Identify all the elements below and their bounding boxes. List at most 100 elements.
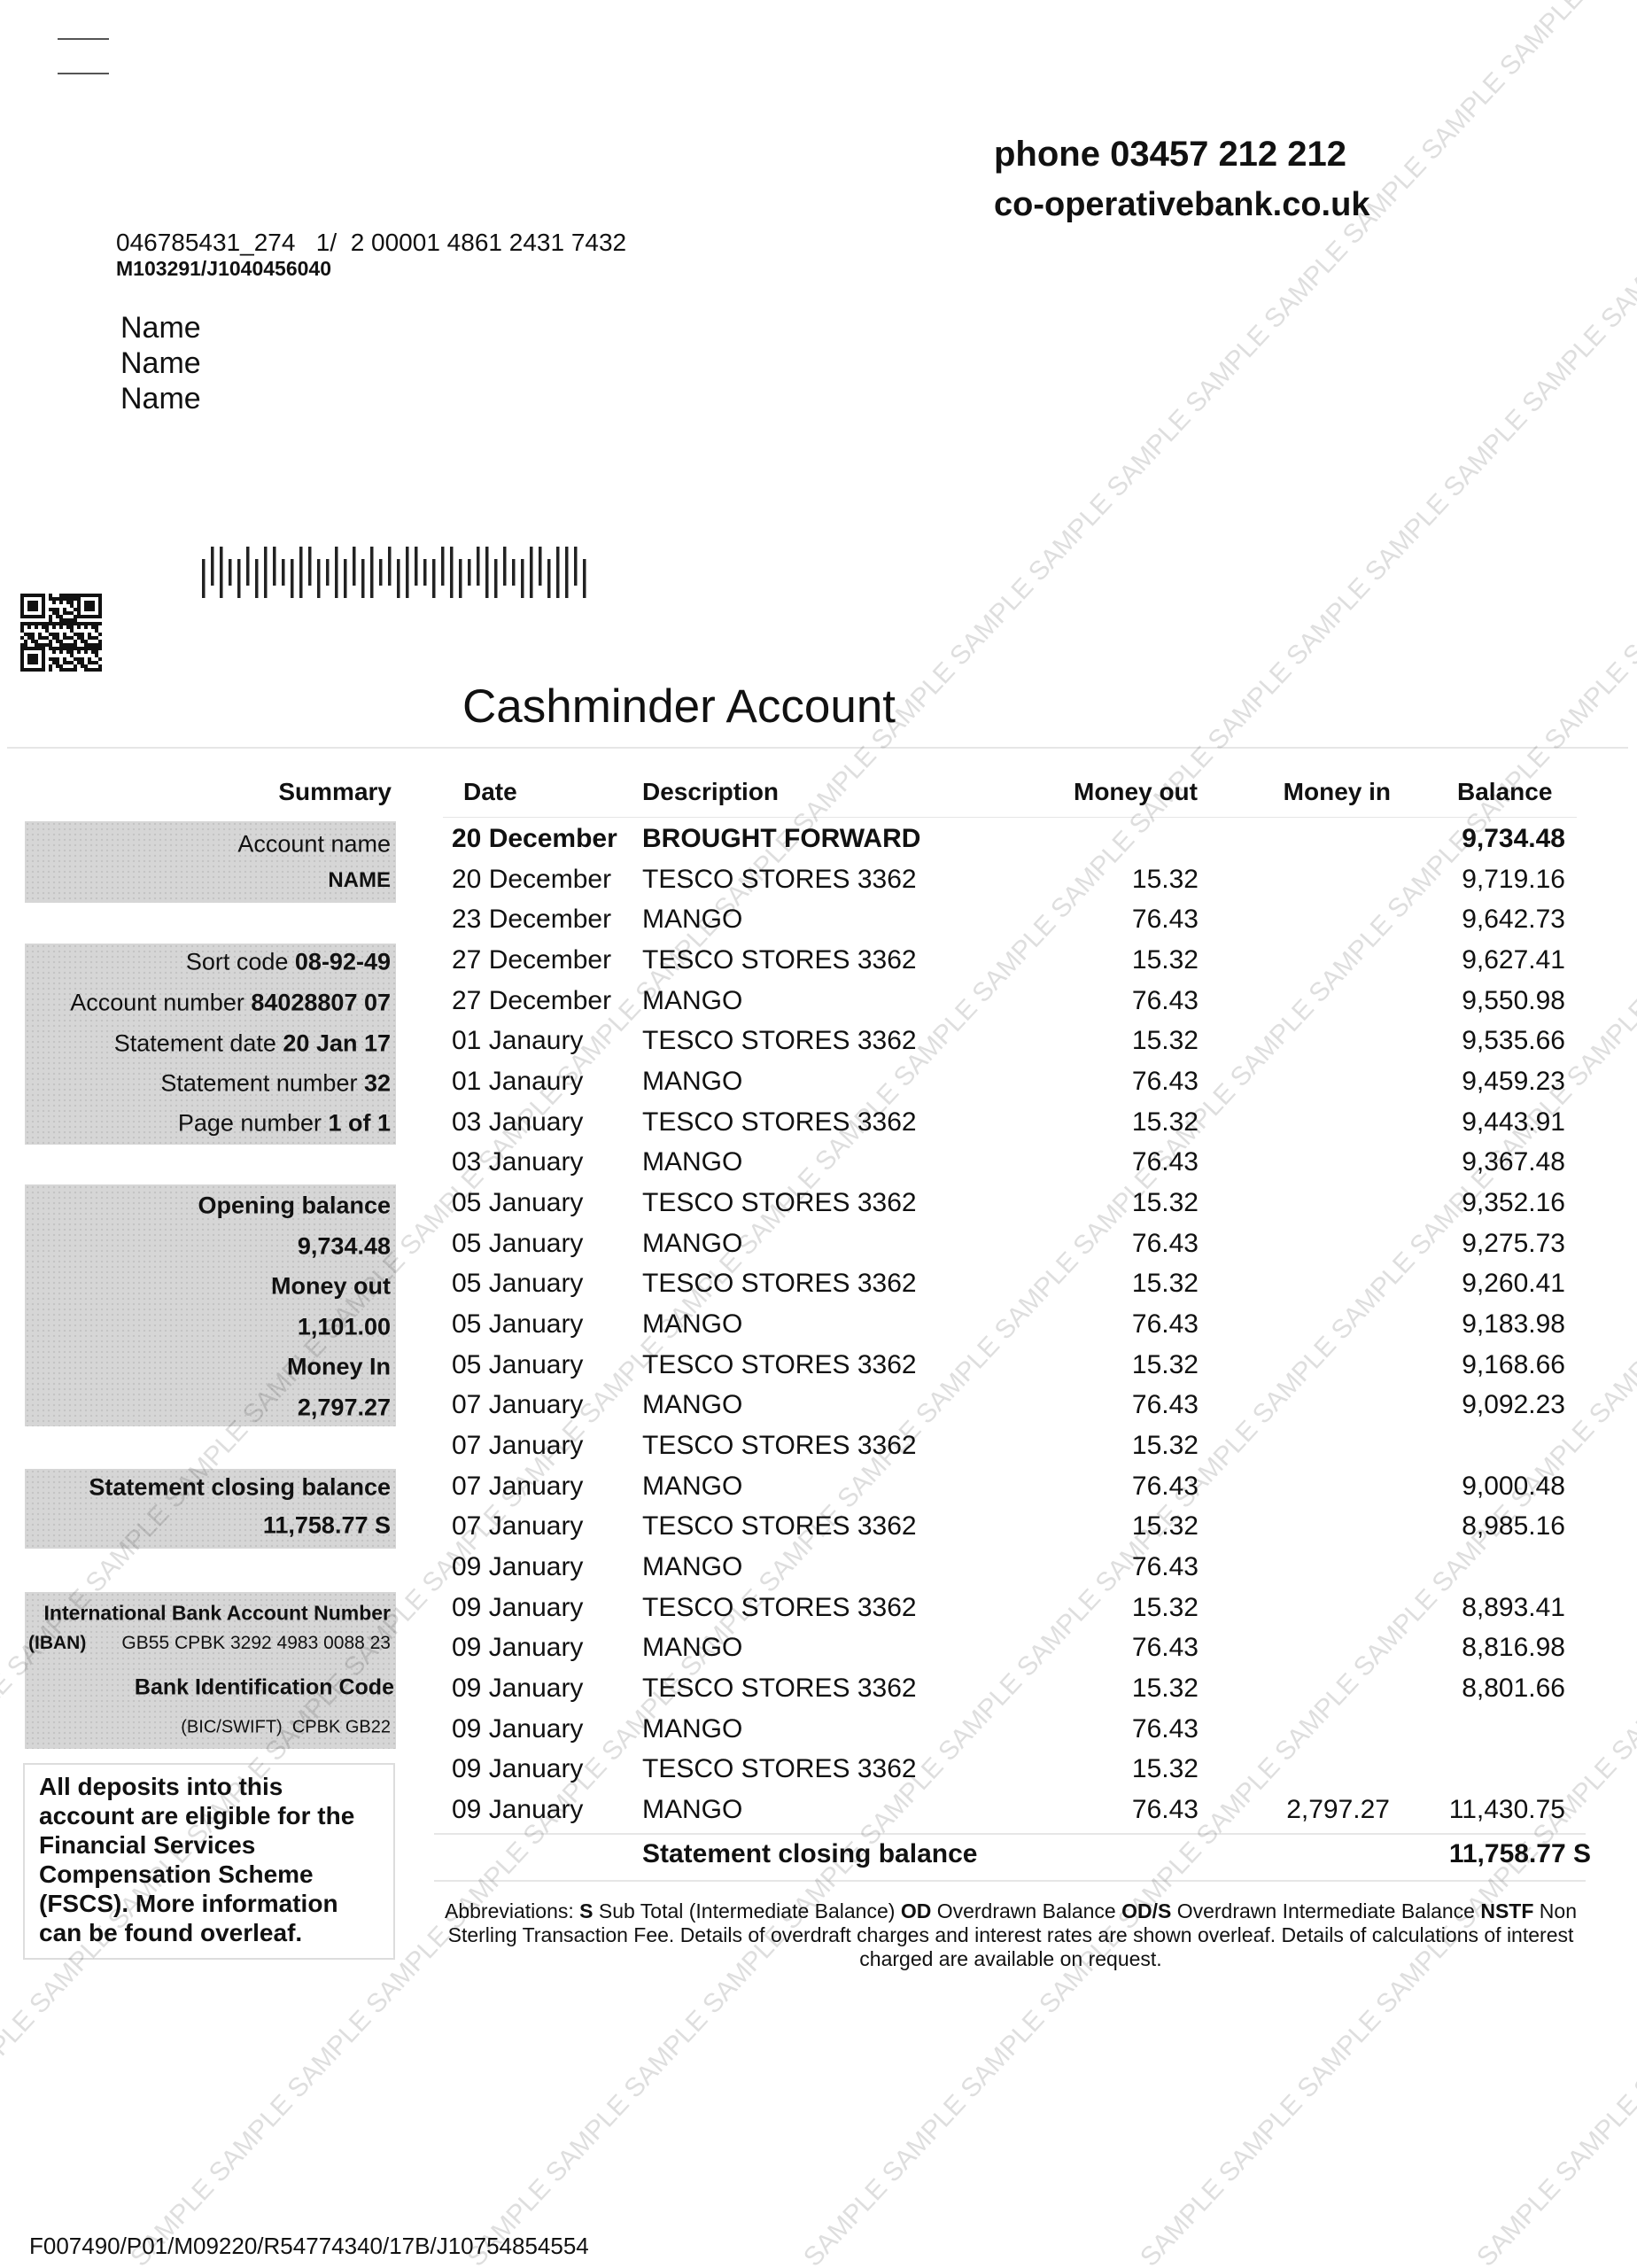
title-divider: [7, 747, 1628, 749]
transaction-money-out: 15.32: [1131, 1430, 1199, 1460]
qr-module: [42, 622, 45, 625]
transaction-balance: 8,893.41: [1462, 1592, 1565, 1622]
barcode-bar: [512, 559, 516, 586]
transaction-row: 09 January MANGO 76.43: [0, 1552, 1637, 1584]
qr-module: [49, 608, 52, 611]
transaction-description: TESCO STORES 3362: [642, 864, 917, 894]
closing-balance-row-value: 11,758.77 S: [1448, 1839, 1591, 1868]
qr-module: [95, 622, 98, 625]
closing-balance: 11,758.77 S: [262, 1511, 391, 1539]
transaction-balance: 9,535.66: [1462, 1026, 1565, 1056]
qr-module: [77, 622, 81, 625]
qr-module: [66, 601, 70, 604]
transaction-balance: 9,260.41: [1462, 1269, 1565, 1299]
qr-module: [70, 594, 74, 597]
barcode-bar: [477, 547, 480, 586]
transaction-date: 05 January: [452, 1228, 584, 1258]
barcode-bar: [344, 559, 347, 598]
qr-module: [91, 650, 95, 654]
barcode-bar: [521, 559, 524, 598]
qr-module: [52, 647, 56, 650]
qr-module: [52, 622, 56, 625]
summary-heading: Summary: [278, 778, 392, 805]
barcode-bar: [229, 559, 232, 586]
transaction-description: TESCO STORES 3362: [642, 1673, 917, 1703]
bank-website[interactable]: co-operativebank.co.uk: [994, 186, 1370, 223]
transaction-row: 09 January TESCO STORES 3362 15.32 8,801.66: [0, 1674, 1637, 1705]
transaction-date: 03 January: [452, 1107, 584, 1137]
transaction-date: 27 December: [452, 985, 612, 1015]
qr-module: [45, 636, 49, 640]
qr-module: [95, 661, 98, 664]
transaction-row: 03 January MANGO 76.43 9,367.48: [0, 1147, 1637, 1179]
qr-module: [52, 661, 56, 664]
transaction-money-out: 15.32: [1131, 944, 1199, 975]
qr-module: [56, 633, 59, 636]
address-line: Name: [120, 382, 201, 416]
qr-module: [59, 601, 63, 604]
qr-module: [27, 601, 38, 611]
account-name-label: Account name: [237, 830, 391, 858]
qr-module: [98, 647, 102, 650]
qr-module: [59, 664, 63, 668]
qr-module: [35, 622, 38, 625]
qr-module: [66, 650, 70, 654]
barcode-bar: [459, 559, 462, 598]
money-out-label: Money out: [271, 1272, 391, 1300]
transaction-description: MANGO: [642, 1066, 743, 1096]
qr-module: [91, 668, 95, 672]
transaction-description: TESCO STORES 3362: [642, 1754, 917, 1784]
qr-module: [88, 661, 91, 664]
transaction-description: MANGO: [642, 1471, 743, 1501]
qr-module: [98, 643, 102, 647]
header-divider: [443, 817, 1577, 818]
qr-module: [20, 622, 24, 625]
transaction-balance: 9,000.48: [1462, 1471, 1565, 1501]
qr-module: [84, 664, 88, 668]
qr-module: [95, 668, 98, 672]
transaction-date: 05 January: [452, 1269, 584, 1299]
transaction-row: 27 December TESCO STORES 3362 15.32 9,627.4…: [0, 945, 1637, 977]
qr-module: [59, 643, 63, 647]
qr-module: [56, 622, 59, 625]
qr-module: [95, 643, 98, 647]
qr-module: [49, 647, 52, 650]
qr-module: [27, 636, 31, 640]
qr-module: [70, 629, 74, 633]
transaction-date: 09 January: [452, 1551, 584, 1581]
transaction-date: 09 January: [452, 1673, 584, 1703]
transaction-description: MANGO: [642, 1147, 743, 1177]
qr-module: [59, 594, 63, 597]
barcode-bar: [308, 547, 312, 586]
column-header-description: Description: [642, 778, 780, 805]
transaction-row: 05 January TESCO STORES 3362 15.32 9,260.41: [0, 1269, 1637, 1301]
transaction-row: 05 January MANGO 76.43 9,183.98: [0, 1309, 1637, 1341]
qr-module: [52, 633, 56, 636]
qr-module: [52, 608, 56, 611]
transaction-row: 09 January MANGO 76.43 8,816.98: [0, 1633, 1637, 1665]
transaction-description: BROUGHT FORWARD: [642, 824, 921, 853]
qr-module: [59, 625, 63, 629]
qr-module: [66, 647, 70, 650]
qr-module: [24, 640, 27, 643]
qr-module: [63, 622, 66, 625]
transaction-date: 27 December: [452, 944, 612, 975]
qr-module: [98, 657, 102, 661]
qr-module: [24, 622, 27, 625]
barcode-bar: [450, 547, 454, 598]
qr-module: [49, 668, 52, 672]
qr-module: [74, 622, 77, 625]
transaction-description: MANGO: [642, 1551, 743, 1581]
qr-module: [66, 661, 70, 664]
qr-module: [66, 618, 70, 622]
transaction-money-out: 76.43: [1131, 985, 1199, 1015]
fold-mark: [58, 38, 109, 40]
barcode-bar: [299, 547, 303, 598]
qr-module: [31, 622, 35, 625]
qr-module: [66, 668, 70, 672]
qr-module: [56, 647, 59, 650]
column-header-balance: Balance: [1457, 778, 1553, 805]
qr-module: [52, 597, 56, 601]
qr-module: [38, 636, 42, 640]
qr-module: [74, 618, 77, 622]
